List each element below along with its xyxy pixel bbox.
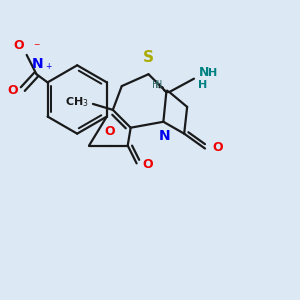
Text: H: H [155, 80, 163, 90]
Text: CH$_3$: CH$_3$ [64, 95, 88, 109]
Text: N: N [198, 66, 209, 79]
Text: O: O [142, 158, 153, 171]
Text: S: S [143, 50, 154, 65]
Text: $^{-}$: $^{-}$ [33, 43, 40, 52]
Text: N: N [32, 57, 44, 71]
Text: H: H [208, 68, 218, 78]
Text: O: O [212, 140, 223, 154]
Text: O: O [8, 84, 18, 97]
Text: $^{+}$: $^{+}$ [45, 62, 53, 72]
Text: N: N [159, 129, 171, 143]
Text: O: O [105, 125, 115, 138]
Text: H: H [198, 80, 208, 90]
Text: H: H [152, 80, 160, 90]
Text: O: O [13, 39, 24, 52]
